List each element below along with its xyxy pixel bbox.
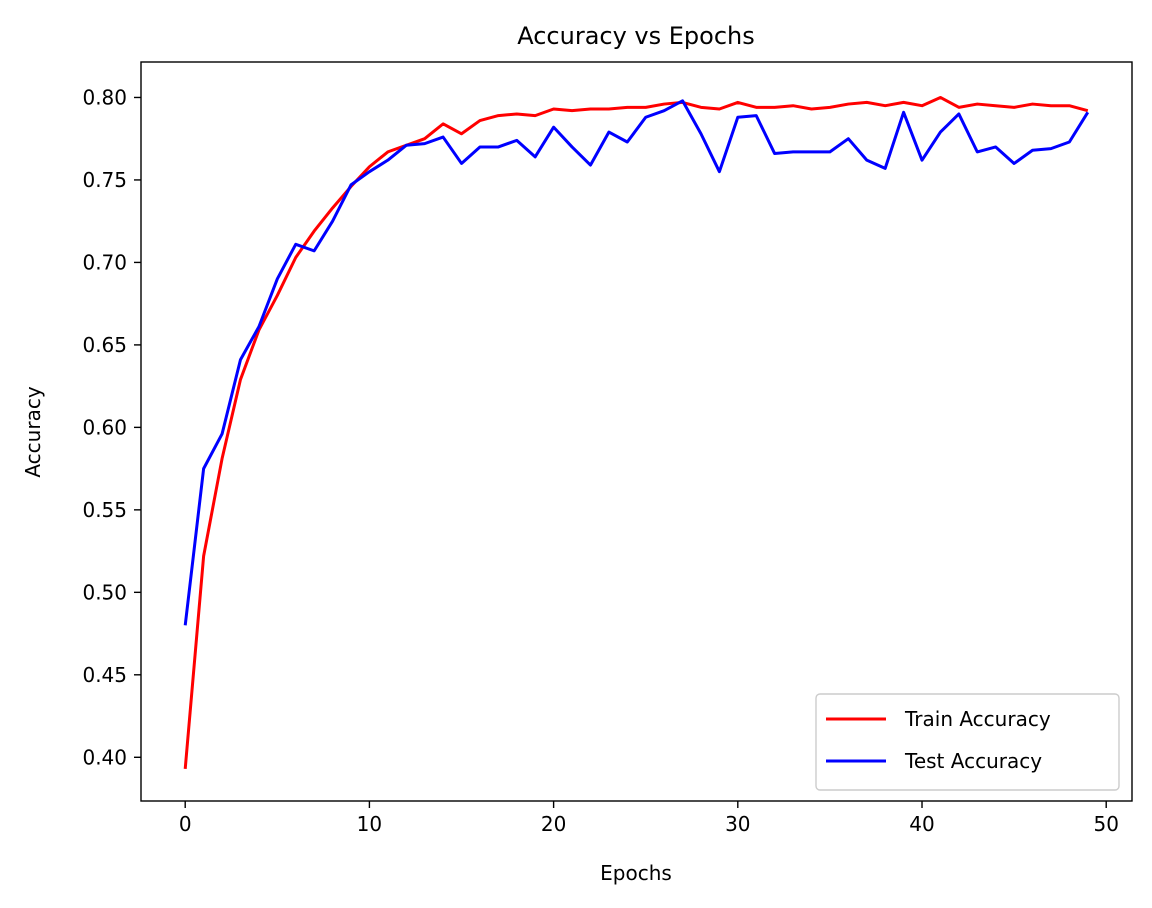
y-tick-label: 0.80 (82, 85, 127, 109)
y-tick-label: 0.65 (82, 333, 127, 357)
series-line-train-accuracy (183, 95, 1089, 769)
legend-label: Train Accuracy (904, 707, 1051, 731)
x-tick-label: 20 (541, 812, 566, 836)
legend: Train Accuracy Test Accuracy (815, 693, 1120, 791)
series-lines (183, 95, 1090, 769)
y-axis-label: Accuracy (21, 386, 45, 477)
y-tick-label: 0.55 (82, 498, 127, 522)
x-tick-label: 0 (179, 812, 192, 836)
x-tick-label: 40 (909, 812, 934, 836)
x-axis-label: Epochs (600, 861, 672, 885)
y-tick-label: 0.50 (82, 580, 127, 604)
y-tick-label: 0.40 (82, 745, 127, 769)
y-tick-label: 0.60 (82, 415, 127, 439)
x-tick-label: 50 (1093, 812, 1118, 836)
legend-label: Test Accuracy (904, 749, 1042, 773)
y-tick-label: 0.45 (82, 663, 127, 687)
legend-box (815, 693, 1120, 791)
y-tick-label: 0.75 (82, 168, 127, 192)
y-tick-label: 0.70 (82, 250, 127, 274)
x-tick-label: 30 (725, 812, 750, 836)
plot-area (140, 61, 1133, 802)
chart-title: Accuracy vs Epochs (517, 22, 755, 50)
series-line-test-accuracy (183, 99, 1090, 626)
axis-ticks: 0 10 20 30 40 50 0.40 0.45 0.50 0.55 0.60 0.65 0.70 0… (82, 85, 1118, 836)
x-tick-label: 10 (357, 812, 382, 836)
